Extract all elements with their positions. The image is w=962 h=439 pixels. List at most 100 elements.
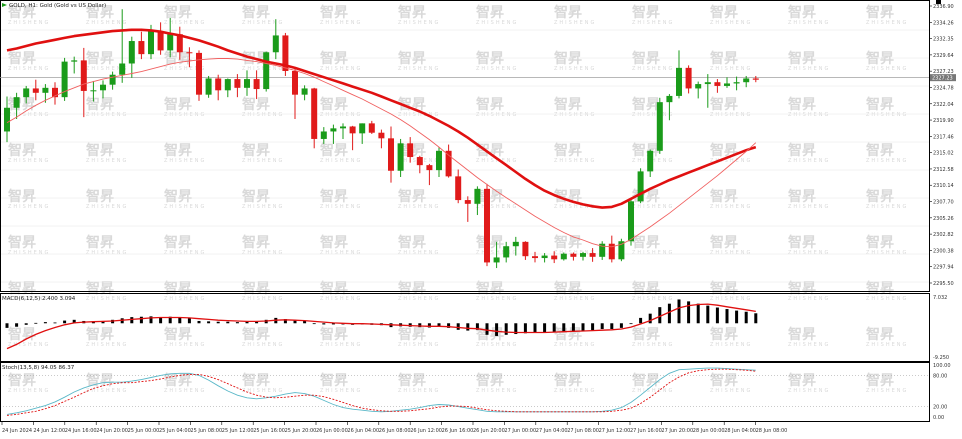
- watermark-text: ZHISHENG: [554, 296, 596, 302]
- watermark-text: ZHISHENG: [8, 388, 50, 394]
- time-tick-label: 28 Jun 04:00: [724, 428, 756, 434]
- watermark-layer: 智昇ZHISHENG智昇ZHISHENG智昇ZHISHENG智昇ZHISHENG…: [7, 4, 908, 394]
- macd-bar: [533, 323, 537, 333]
- candle-body: [704, 82, 711, 85]
- watermark-text: ZHISHENG: [710, 250, 752, 256]
- watermark-logo: 智昇: [865, 234, 894, 251]
- watermark-logo: 智昇: [475, 96, 504, 113]
- candle-body: [100, 84, 106, 91]
- watermark-logo: 智昇: [475, 50, 504, 67]
- price-panel[interactable]: [0, 0, 930, 292]
- watermark-logo: 智昇: [553, 188, 582, 205]
- watermark-logo: 智昇: [709, 188, 738, 205]
- watermark-logo: 智昇: [709, 280, 738, 297]
- watermark-text: ZHISHENG: [554, 20, 596, 26]
- macd-bar: [475, 323, 479, 330]
- watermark-text: ZHISHENG: [398, 20, 440, 26]
- macd-bar: [571, 323, 575, 331]
- watermark-text: ZHISHENG: [788, 296, 830, 302]
- time-tick-label: 27 Jun 16:00: [630, 428, 662, 434]
- macd-bar: [207, 321, 211, 324]
- corner-marker: [936, 0, 941, 4]
- watermark-text: ZHISHENG: [710, 204, 752, 210]
- watermark-text: ZHISHENG: [476, 66, 518, 72]
- macd-bar: [312, 323, 316, 325]
- time-tick-label: 25 Jun 08:00: [190, 428, 222, 434]
- watermark-text: ZHISHENG: [866, 158, 908, 164]
- macd-bar: [178, 317, 182, 324]
- macd-bar: [523, 323, 527, 334]
- watermark-text: ZHISHENG: [632, 112, 674, 118]
- time-tick-label: 26 Jun 20:00: [473, 428, 505, 434]
- candle-body: [724, 83, 730, 86]
- macd-bar: [331, 323, 335, 325]
- candle-body: [263, 52, 270, 90]
- watermark-logo: 智昇: [787, 372, 816, 389]
- macd-bar: [687, 301, 691, 324]
- watermark-text: ZHISHENG: [320, 112, 362, 118]
- macd-bar: [245, 321, 249, 324]
- candle-body: [330, 128, 337, 132]
- watermark-logo: 智昇: [397, 4, 426, 21]
- watermark-logo: 智昇: [553, 50, 582, 67]
- candle-body: [445, 150, 452, 177]
- candle-body: [32, 88, 39, 93]
- candle-body: [637, 171, 644, 202]
- watermark-text: ZHISHENG: [86, 112, 128, 118]
- candle-body: [685, 67, 692, 89]
- watermark-text: ZHISHENG: [8, 20, 50, 26]
- watermark-logo: 智昇: [475, 372, 504, 389]
- macd-bar: [322, 323, 326, 325]
- candle-body: [311, 88, 318, 139]
- candle-body: [90, 90, 97, 92]
- macd-bar: [437, 323, 441, 327]
- watermark-text: ZHISHENG: [242, 296, 284, 302]
- time-tick-label: 27 Jun 08:00: [567, 428, 599, 434]
- watermark-logo: 智昇: [163, 4, 192, 21]
- watermark-logo: 智昇: [319, 234, 348, 251]
- watermark-logo: 智昇: [319, 326, 348, 343]
- price-tick-label: 2300.38: [933, 248, 954, 254]
- current-price-box: [930, 74, 956, 82]
- watermark-text: ZHISHENG: [320, 250, 362, 256]
- watermark-logo: 智昇: [865, 50, 894, 67]
- watermark-text: ZHISHENG: [554, 66, 596, 72]
- candle-body: [407, 143, 414, 158]
- candle-body: [464, 200, 471, 204]
- price-tick-label: 2302.82: [933, 232, 954, 238]
- macd-panel[interactable]: [0, 293, 930, 362]
- watermark-logo: 智昇: [397, 280, 426, 297]
- watermark-text: ZHISHENG: [476, 296, 518, 302]
- candle-body: [676, 67, 682, 96]
- candle-body: [416, 157, 423, 166]
- candle-body: [272, 35, 279, 53]
- watermark-logo: 智昇: [787, 188, 816, 205]
- time-tick-label: 25 Jun 12:00: [222, 428, 254, 434]
- macd-bar: [226, 321, 230, 324]
- watermark-logo: 智昇: [631, 372, 660, 389]
- watermark-text: ZHISHENG: [476, 112, 518, 118]
- time-tick-label: 26 Jun 16:00: [442, 428, 474, 434]
- watermark-text: ZHISHENG: [242, 204, 284, 210]
- time-tick-label: 28 Jun 08:00: [756, 428, 788, 434]
- watermark-logo: 智昇: [163, 188, 192, 205]
- watermark-logo: 智昇: [553, 280, 582, 297]
- candle-body: [580, 253, 586, 257]
- macd-bar: [504, 323, 508, 335]
- watermark-logo: 智昇: [397, 372, 426, 389]
- current-price-label: 2327.23: [932, 76, 953, 82]
- candle-body: [215, 78, 222, 91]
- stoch-panel[interactable]: [0, 362, 930, 422]
- time-tick-label: 24 Jun 16:00: [65, 428, 97, 434]
- candle-body: [282, 35, 289, 71]
- watermark-text: ZHISHENG: [710, 112, 752, 118]
- watermark-text: ZHISHENG: [788, 66, 830, 72]
- watermark-logo: 智昇: [787, 50, 816, 67]
- watermark-logo: 智昇: [241, 4, 270, 21]
- candle-body: [13, 97, 20, 108]
- candle-body: [436, 150, 442, 171]
- watermark-logo: 智昇: [319, 50, 348, 67]
- watermark-text: ZHISHENG: [398, 204, 440, 210]
- candle-body: [714, 82, 721, 86]
